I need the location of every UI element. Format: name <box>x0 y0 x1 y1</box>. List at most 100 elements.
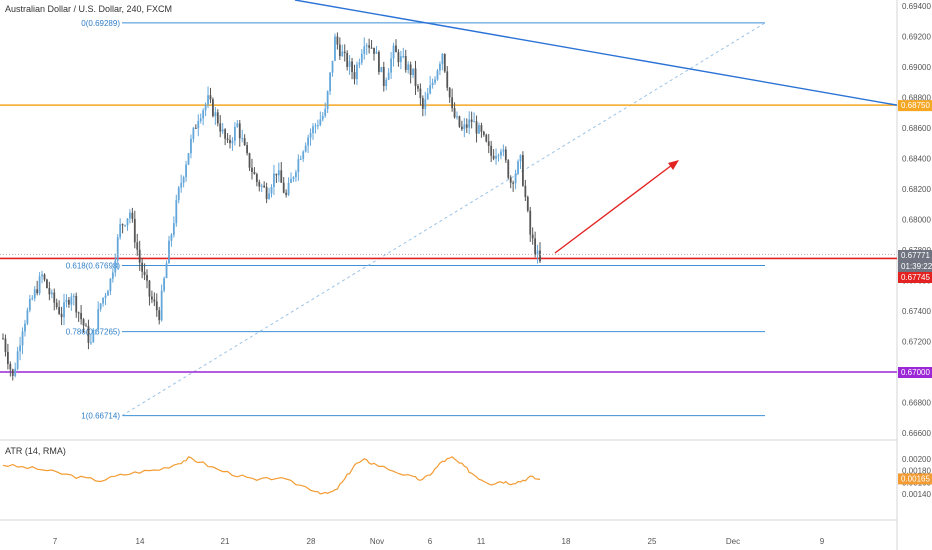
candle-body <box>168 240 170 264</box>
candle-body <box>526 197 529 211</box>
candle-body <box>104 295 107 298</box>
candle-body <box>368 45 371 48</box>
atr-value-tag: 0.00165 <box>901 474 930 483</box>
candle-body <box>258 181 261 187</box>
candle-body <box>150 296 153 300</box>
projection-arrow-line[interactable] <box>554 164 673 254</box>
candle-body <box>124 225 126 227</box>
price-tick-label: 0.68200 <box>902 185 931 194</box>
candle-body <box>336 36 339 45</box>
candle-body <box>443 53 446 72</box>
candle-body <box>24 323 26 332</box>
candle-body <box>348 61 351 67</box>
candle-body <box>290 178 292 183</box>
candle-body <box>6 351 9 365</box>
red-level-tag-bg <box>898 272 932 283</box>
candle-body <box>431 82 434 86</box>
candle-body <box>146 275 148 281</box>
candle-body <box>43 274 46 280</box>
candle-body <box>182 177 185 183</box>
candle-body <box>358 62 361 65</box>
candle-body <box>404 55 407 70</box>
candle-body <box>243 138 246 146</box>
candle-body <box>285 192 288 195</box>
candle-body <box>524 185 527 198</box>
price-tick-label: 0.66800 <box>902 399 931 408</box>
candle-body <box>97 309 100 330</box>
candle-body <box>129 212 131 219</box>
candle-body <box>270 187 273 194</box>
candle-body <box>194 127 197 129</box>
candle-body <box>382 67 385 87</box>
candle-body <box>185 164 187 178</box>
candle-body <box>31 298 34 300</box>
candle-body <box>68 299 70 305</box>
candle-body <box>470 119 473 122</box>
candle-body <box>70 296 73 305</box>
candle-body <box>21 331 24 346</box>
candle-body <box>33 289 36 299</box>
candle-body <box>448 87 451 98</box>
candle-body <box>180 182 183 188</box>
candle-body <box>131 212 134 219</box>
candle-body <box>148 280 151 297</box>
candle-body <box>341 51 344 57</box>
price-tick-label: 0.66600 <box>902 429 931 438</box>
candle-body <box>199 118 202 121</box>
candle-body <box>275 173 278 176</box>
last-price-tag-bg <box>898 250 932 261</box>
candle-body <box>353 71 356 80</box>
price-tick-label: 0.69400 <box>902 2 931 11</box>
candle-body <box>153 299 156 302</box>
candle-body <box>529 210 532 235</box>
candle-body <box>512 182 515 184</box>
candle-body <box>82 319 85 326</box>
candle-body <box>363 46 366 54</box>
candle-body <box>365 45 368 47</box>
candle-body <box>48 288 51 295</box>
candle-body <box>329 72 331 92</box>
candle-body <box>446 71 449 88</box>
candle-body <box>419 88 422 99</box>
candle-body <box>468 119 471 128</box>
candle-body <box>502 149 505 152</box>
candle-body <box>158 310 161 321</box>
trendline[interactable] <box>294 0 898 106</box>
time-tick-label: 9 <box>820 537 825 546</box>
candle-body <box>478 125 480 134</box>
candle-body <box>421 98 424 109</box>
time-tick-label: 7 <box>53 537 58 546</box>
candle-body <box>497 155 500 157</box>
candle-body <box>314 125 317 127</box>
fib-level-label: 0(0.69289) <box>81 19 120 28</box>
candle-body <box>458 116 461 127</box>
candle-body <box>375 52 378 54</box>
candle-body <box>72 295 75 297</box>
candle-body <box>517 161 519 174</box>
time-tick-label: Nov <box>370 537 384 546</box>
fib-trend-line[interactable] <box>121 22 766 417</box>
candle-body <box>50 292 53 295</box>
candle-body <box>9 364 12 370</box>
candle-body <box>412 68 414 76</box>
candle-body <box>212 99 214 117</box>
candle-body <box>334 36 336 61</box>
candle-body <box>63 302 65 318</box>
candle-body <box>434 79 436 83</box>
candle-body <box>370 47 373 49</box>
candle-body <box>92 329 95 343</box>
candle-body <box>451 97 454 109</box>
countdown-tag: 01:39:22 <box>901 262 932 271</box>
candle-body <box>85 325 87 327</box>
candle-body <box>116 237 119 261</box>
price-tick-label: 0.68000 <box>902 216 931 225</box>
candle-body <box>268 193 270 199</box>
candle-body <box>41 274 43 277</box>
atr-line <box>2 456 541 495</box>
candle-body <box>229 139 231 144</box>
candle-body <box>160 290 163 321</box>
candle-body <box>280 170 283 183</box>
candle-body <box>46 279 48 289</box>
candle-body <box>465 124 468 128</box>
